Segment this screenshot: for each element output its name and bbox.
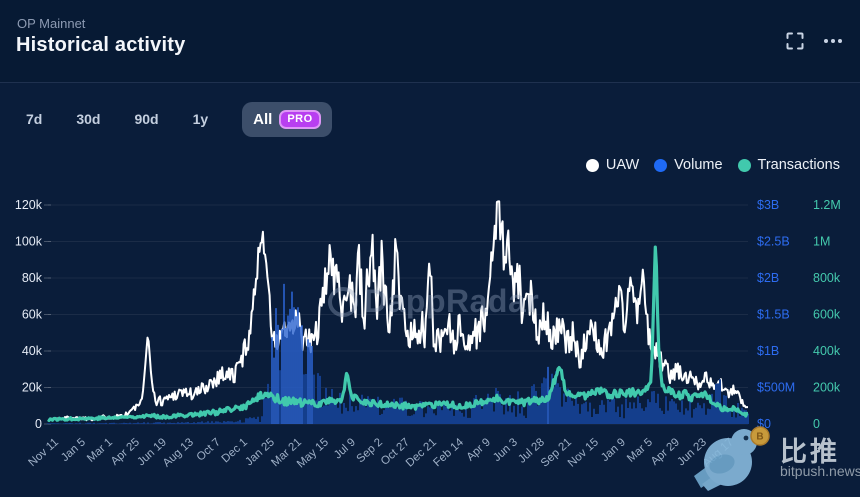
y-axis-label-uaw: 20k <box>22 381 43 395</box>
x-axis-label: Aug 17 <box>701 436 736 469</box>
y-axis-label-volume: $500M <box>757 381 795 395</box>
y-axis-label-transactions: 0 <box>813 417 820 431</box>
y-axis-label-transactions: 1.2M <box>813 198 841 212</box>
y-axis-label-uaw: 80k <box>22 271 43 285</box>
x-axis-label: Jan 5 <box>59 436 88 464</box>
y-axis-label-uaw: 40k <box>22 344 43 358</box>
x-axis-label: Jul 9 <box>332 436 358 461</box>
y-axis-label-volume: $2B <box>757 271 779 285</box>
y-axis-label-volume: $0 <box>757 417 771 431</box>
y-axis-label-volume: $3B <box>757 198 779 212</box>
y-axis-label-transactions: 600k <box>813 308 841 322</box>
y-axis-label-uaw: 100k <box>15 235 43 249</box>
x-axis-label: Apr 29 <box>649 436 682 468</box>
x-axis-label: Oct 7 <box>195 436 223 463</box>
y-axis-label-volume: $1B <box>757 344 779 358</box>
x-axis-label: Nov 11 <box>27 436 61 469</box>
x-axis-label: Jun 3 <box>491 436 520 464</box>
y-axis-label-transactions: 400k <box>813 344 841 358</box>
y-axis-label-volume: $1.5B <box>757 308 790 322</box>
x-axis-label: Dec 21 <box>404 436 439 469</box>
y-axis-label-uaw: 120k <box>15 198 43 212</box>
y-axis-label-volume: $2.5B <box>757 235 790 249</box>
x-axis-label: Feb 14 <box>431 436 466 469</box>
x-axis-label: Jan 9 <box>599 436 628 464</box>
x-axis-label: Apr 9 <box>465 436 493 463</box>
y-axis-label-transactions: 800k <box>813 271 841 285</box>
y-axis-label-uaw: 60k <box>22 308 43 322</box>
x-axis-label: Apr 25 <box>109 436 142 468</box>
y-axis-label-transactions: 200k <box>813 381 841 395</box>
y-axis-label-uaw: 0 <box>35 417 42 431</box>
y-axis-label-transactions: 1M <box>813 235 830 249</box>
x-axis-label: Nov 15 <box>566 436 601 469</box>
x-axis-label: Aug 13 <box>161 436 196 469</box>
